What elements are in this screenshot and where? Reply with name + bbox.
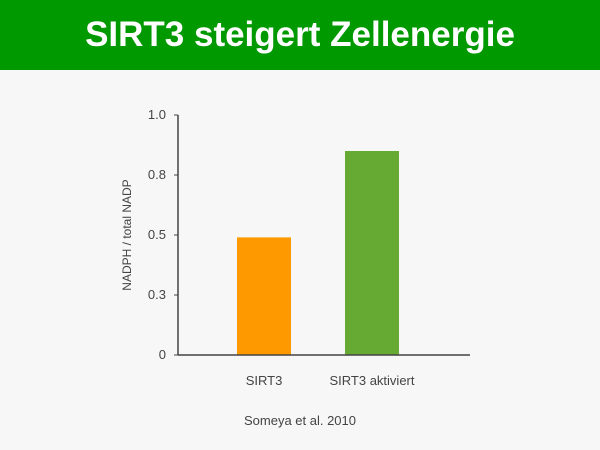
y-tick-label: 0.5 (148, 227, 166, 242)
bars (237, 151, 399, 355)
y-tick-label: 0.8 (148, 167, 166, 182)
page-title: SIRT3 steigert Zellenergie (85, 15, 515, 54)
source-citation: Someya et al. 2010 (243, 413, 357, 428)
y-tick-label: 0.3 (148, 287, 166, 302)
y-tick-label: 1.0 (148, 107, 166, 122)
title-banner: SIRT3 steigert Zellenergie (0, 0, 600, 70)
bar-1 (237, 237, 291, 355)
x-tick-label: SIRT3 (246, 373, 283, 388)
bar-2 (345, 151, 399, 355)
y-ticks: 0 0.3 0.5 0.8 1.0 (148, 107, 178, 362)
y-tick-label: 0 (159, 347, 166, 362)
x-tick-labels: SIRT3 SIRT3 aktiviert (246, 373, 415, 388)
y-axis-label: NADPH / total NADP (120, 179, 134, 290)
x-tick-label: SIRT3 aktiviert (329, 373, 414, 388)
